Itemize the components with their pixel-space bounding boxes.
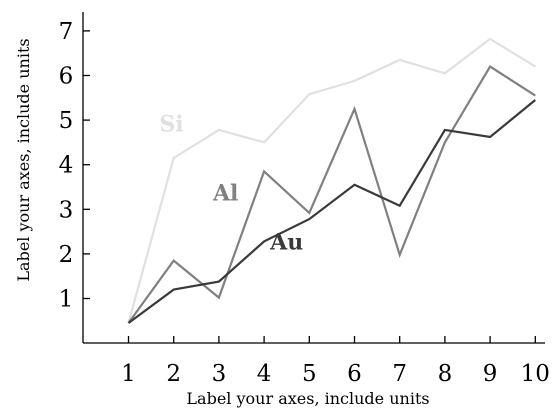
y-tick-label: 6 (59, 64, 74, 90)
y-tick-label: 5 (59, 108, 74, 134)
axes: 1 2 3 4 5 6 7 8 9 10 1 2 3 4 5 6 7 (59, 12, 550, 387)
x-tick-label: 2 (166, 361, 181, 387)
x-tick-label: 4 (257, 361, 272, 387)
y-tick-label: 7 (59, 19, 74, 45)
series-line-au (127, 99, 536, 324)
y-tick-label: 4 (59, 153, 74, 179)
x-tick-label: 1 (121, 361, 136, 387)
y-axis-title: Label your axes, include units (14, 38, 33, 281)
x-axis-title: Label your axes, include units (186, 389, 429, 408)
x-tick-label: 3 (212, 361, 227, 387)
y-tick-label: 1 (59, 287, 74, 313)
series-line-al (127, 65, 536, 324)
series-label-si: Si (159, 111, 183, 137)
x-tick-label: 9 (483, 361, 498, 387)
series-lines (127, 37, 536, 324)
x-tick-label: 8 (438, 361, 453, 387)
y-tick-label: 3 (59, 197, 74, 223)
x-tick-label: 7 (392, 361, 407, 387)
series-label-au: Au (269, 229, 303, 255)
x-tick-label: 10 (521, 361, 550, 387)
x-tick-label: 6 (347, 361, 362, 387)
series-line-si (127, 37, 536, 324)
series-label-al: Al (212, 180, 238, 206)
x-tick-label: 5 (302, 361, 317, 387)
series-labels: Si Al Au (159, 111, 303, 255)
y-tick-label: 2 (59, 242, 74, 268)
